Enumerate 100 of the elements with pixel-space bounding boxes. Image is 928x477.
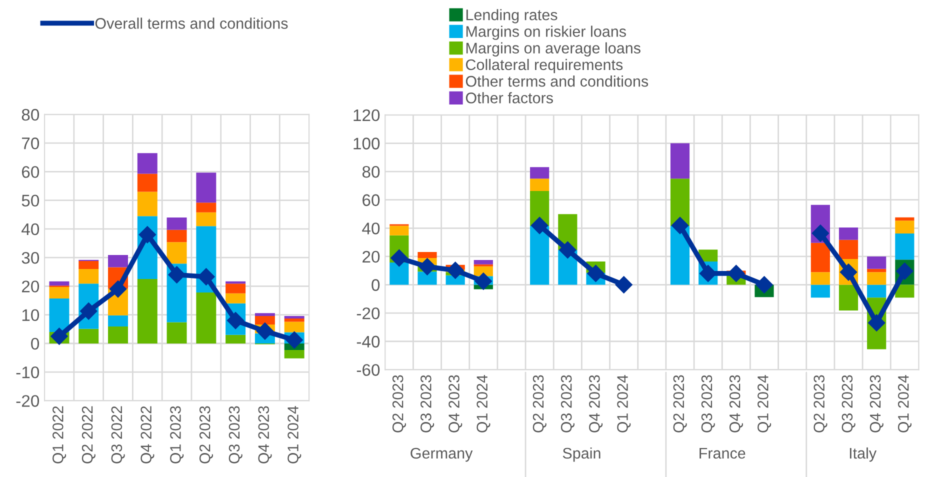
x-tick-label: Q4 2023 <box>448 375 462 432</box>
point <box>109 280 127 298</box>
y-tick-label: 50 <box>22 194 40 207</box>
legend-label: Margins on average loans <box>466 42 640 57</box>
point <box>286 331 303 349</box>
legend-label: Collateral requirements <box>466 58 623 74</box>
bar <box>254 316 275 325</box>
point <box>168 266 186 284</box>
bar <box>166 218 187 230</box>
bar <box>895 217 914 221</box>
bar <box>867 284 886 298</box>
bar <box>108 255 128 268</box>
x-tick-label: Q1 2024 <box>617 374 631 432</box>
bar <box>867 272 886 285</box>
x-tick-label: Q4 2023 <box>870 375 884 432</box>
x-tick-label: Q3 2022 <box>111 406 125 464</box>
x-tick-label: Q3 2023 <box>420 375 434 432</box>
bar <box>108 315 128 327</box>
bar <box>530 178 550 191</box>
bar <box>284 316 304 319</box>
bar <box>838 240 858 260</box>
y-tick-label: 20 <box>22 280 40 292</box>
y-tick-label: 40 <box>362 222 380 234</box>
bar <box>838 227 858 240</box>
bar <box>810 272 830 285</box>
bar <box>226 284 246 294</box>
x-tick-label: Q2 2023 <box>814 375 828 432</box>
x-tick-label: Q3 2023 <box>228 406 242 464</box>
y-tick-label: 80 <box>22 108 40 121</box>
y-tick-label: 120 <box>354 109 380 122</box>
x-tick-label: Q3 2023 <box>560 375 575 432</box>
point <box>256 322 274 340</box>
legend-label: Overall terms and conditions <box>95 18 288 29</box>
x-tick-label: Q2 2023 <box>532 375 546 432</box>
bar <box>284 322 304 332</box>
x-tick-label: Q1 2024 <box>898 374 912 432</box>
legend-label: Margins on riskier loans <box>466 26 626 40</box>
legend-label: Other factors <box>466 92 553 104</box>
x-tick-label: Q2 2022 <box>82 406 96 464</box>
y-tick-label: 0 <box>31 338 40 350</box>
y-tick-label: 10 <box>22 309 40 322</box>
x-tick-label: Q4 2023 <box>258 406 272 464</box>
bar <box>108 326 128 344</box>
bar <box>166 242 187 264</box>
y-tick-label: 60 <box>362 194 380 206</box>
bar <box>196 292 216 344</box>
y-tick-label: 80 <box>362 166 380 178</box>
bar <box>810 242 830 272</box>
point <box>138 226 156 244</box>
x-tick-label: Q2 2023 <box>199 406 214 464</box>
y-tick-label: -60 <box>356 364 380 376</box>
bar <box>810 284 830 298</box>
bar <box>78 328 99 344</box>
x-tick-label: Q1 2022 <box>52 406 66 464</box>
text: Italy <box>850 447 877 462</box>
x-tick-label: Q1 2024 <box>758 374 772 432</box>
x-tick-label: Q1 2024 <box>476 374 490 432</box>
x-tick-label: Q4 2023 <box>729 375 744 432</box>
x-tick-label: Q3 2023 <box>701 375 715 432</box>
y-tick-label: -20 <box>16 395 40 407</box>
bar <box>670 178 690 226</box>
bar <box>895 234 914 260</box>
legend-label: Other terms and conditions <box>466 76 648 87</box>
y-tick-label: 20 <box>362 250 380 263</box>
bar <box>137 279 158 344</box>
y-tick-label: 30 <box>22 252 40 264</box>
bar <box>137 174 158 192</box>
y-tick-label: -40 <box>356 336 380 348</box>
bar <box>166 230 187 242</box>
y-tick-label: 60 <box>22 166 40 178</box>
point <box>198 268 215 286</box>
y-tick-label: -20 <box>356 307 380 320</box>
text: Spain <box>562 447 600 462</box>
bar <box>895 220 914 234</box>
bar <box>867 268 886 272</box>
bar <box>196 212 216 226</box>
bar <box>838 284 858 311</box>
x-tick-label: Q1 2023 <box>170 406 184 464</box>
bar <box>137 153 158 174</box>
x-tick-label: Q4 2023 <box>589 375 603 432</box>
bar <box>390 226 409 236</box>
bar <box>137 192 158 216</box>
bar <box>166 322 187 344</box>
y-tick-label: 0 <box>372 279 380 291</box>
point <box>812 224 829 242</box>
legend-label: Lending rates <box>466 9 558 24</box>
y-tick-label: 100 <box>354 138 380 150</box>
bar <box>226 293 246 304</box>
bar <box>226 334 246 344</box>
bar <box>196 202 216 212</box>
bar <box>49 281 70 286</box>
bar <box>670 143 690 179</box>
x-tick-label: Q4 2022 <box>140 406 154 464</box>
bar <box>49 287 70 299</box>
x-tick-label: Q2 2023 <box>392 375 406 432</box>
bar <box>78 261 99 270</box>
text: Germany <box>410 448 473 462</box>
bar <box>78 269 99 284</box>
bar <box>196 172 216 203</box>
bar <box>284 350 304 358</box>
